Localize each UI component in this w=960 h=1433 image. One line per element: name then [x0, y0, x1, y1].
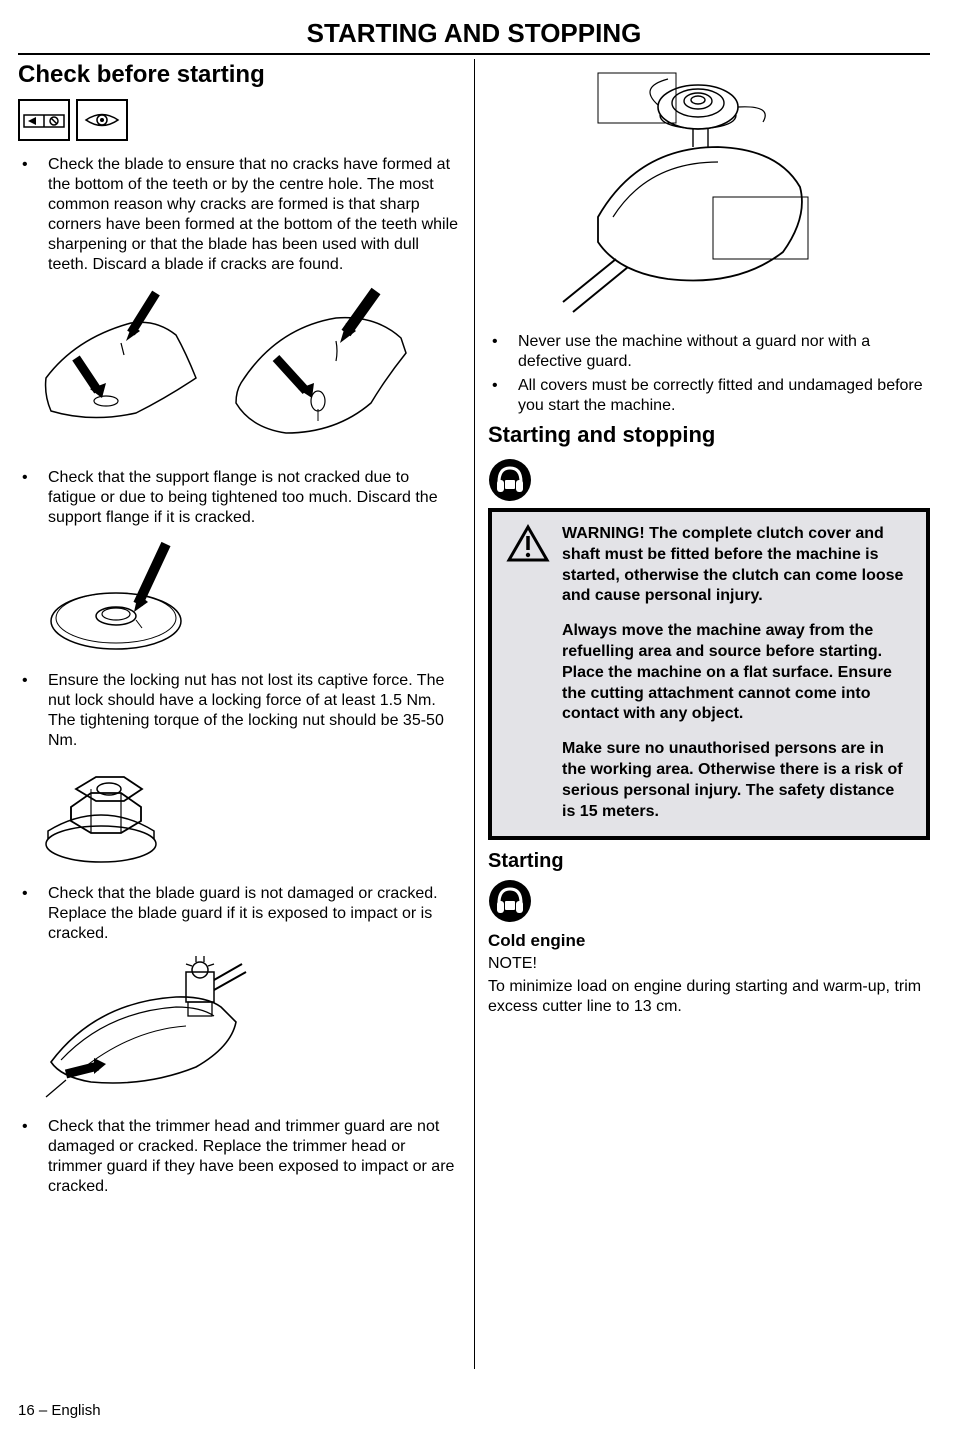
- warning-triangle-icon: [506, 524, 550, 822]
- warning-box: WARNING! The complete clutch cover and s…: [488, 508, 930, 840]
- page-footer: 16 – English: [18, 1402, 101, 1419]
- warning-text-2: Always move the machine away from the re…: [562, 621, 912, 725]
- hearing-protection-icon: [488, 879, 532, 923]
- right-column: • Never use the machine without a guard …: [474, 59, 930, 1201]
- bullet-text: Check that the trimmer head and trimmer …: [48, 1117, 460, 1197]
- note-label: NOTE!: [488, 955, 930, 973]
- left-column: Check before starting: [18, 59, 474, 1201]
- starting-heading: Starting: [488, 850, 930, 873]
- cold-engine-heading: Cold engine: [488, 931, 930, 951]
- blade-crack-figure: [36, 283, 460, 458]
- warning-text-3: Make sure no unauthorised persons are in…: [562, 739, 912, 822]
- bullet-text: Ensure the locking nut has not lost its …: [48, 671, 460, 751]
- list-item: • Check the blade to ensure that no crac…: [18, 155, 460, 275]
- bullet-text: Never use the machine without a guard no…: [518, 332, 930, 372]
- locking-nut-figure: [36, 759, 460, 874]
- starting-and-stopping-heading: Starting and stopping: [488, 422, 930, 448]
- list-item: • Check that the trimmer head and trimme…: [18, 1117, 460, 1197]
- bullet-text: Check that the blade guard is not damage…: [48, 884, 460, 944]
- list-item: • Check that the support flange is not c…: [18, 468, 460, 528]
- eye-icon: [76, 99, 128, 141]
- warning-text-1: WARNING! The complete clutch cover and s…: [562, 524, 912, 607]
- bullet-text: Check the blade to ensure that no cracks…: [48, 155, 460, 275]
- list-item: • All covers must be correctly fitted an…: [488, 376, 930, 416]
- page-title: STARTING AND STOPPING: [18, 18, 930, 53]
- list-item: • Check that the blade guard is not dama…: [18, 884, 460, 944]
- hearing-protection-icon: [488, 458, 532, 502]
- icon-row: [18, 99, 460, 141]
- trimmer-guard-figure: [518, 67, 930, 322]
- bullet-text: Check that the support flange is not cra…: [48, 468, 460, 528]
- blade-guard-figure: [36, 952, 460, 1107]
- list-item: • Never use the machine without a guard …: [488, 332, 930, 372]
- note-text: To minimize load on engine during starti…: [488, 977, 930, 1017]
- check-before-starting-heading: Check before starting: [18, 61, 460, 89]
- arrow-stop-icon: [18, 99, 70, 141]
- bullet-text: All covers must be correctly fitted and …: [518, 376, 930, 416]
- support-flange-figure: [36, 536, 460, 661]
- title-rule: [18, 53, 930, 55]
- list-item: • Ensure the locking nut has not lost it…: [18, 671, 460, 751]
